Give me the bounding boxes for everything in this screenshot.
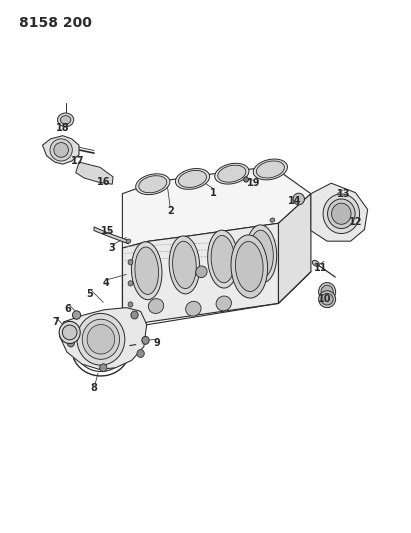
Text: 2: 2 [168,206,174,216]
Ellipse shape [321,285,333,298]
Ellipse shape [59,321,80,343]
Polygon shape [122,223,279,329]
Ellipse shape [196,266,207,278]
Text: 12: 12 [349,217,362,227]
Polygon shape [76,162,113,184]
Ellipse shape [132,242,162,300]
Ellipse shape [215,163,249,184]
Polygon shape [311,183,368,241]
Text: 5: 5 [87,289,93,299]
Ellipse shape [142,336,149,344]
Ellipse shape [54,142,69,157]
Text: 11: 11 [314,263,328,272]
Ellipse shape [126,239,131,244]
Ellipse shape [253,159,287,180]
Ellipse shape [249,230,273,278]
Ellipse shape [319,291,336,308]
Text: 8: 8 [90,383,97,393]
Ellipse shape [62,325,77,340]
Ellipse shape [50,139,72,161]
Polygon shape [279,193,311,303]
Text: 15: 15 [101,226,114,236]
Ellipse shape [148,298,164,313]
Ellipse shape [328,199,355,229]
Text: 13: 13 [337,189,350,199]
Ellipse shape [319,282,336,301]
Ellipse shape [216,296,231,311]
Ellipse shape [72,311,81,319]
Ellipse shape [128,260,133,265]
Text: 10: 10 [319,294,332,304]
Ellipse shape [87,325,115,354]
Ellipse shape [67,339,74,347]
Ellipse shape [332,203,351,224]
Text: 14: 14 [288,196,301,206]
Ellipse shape [137,350,144,358]
Ellipse shape [323,194,360,233]
Text: 8158 200: 8158 200 [19,16,92,30]
Ellipse shape [208,230,238,288]
Ellipse shape [60,116,71,124]
Ellipse shape [236,241,263,292]
Text: 3: 3 [109,243,115,253]
Ellipse shape [128,302,133,307]
Ellipse shape [178,171,207,188]
Ellipse shape [131,311,138,319]
Text: 1: 1 [210,188,217,198]
Text: 19: 19 [247,178,260,188]
Text: 9: 9 [153,338,160,348]
Ellipse shape [270,218,275,222]
Ellipse shape [211,236,235,283]
Ellipse shape [77,313,125,365]
Ellipse shape [169,236,200,294]
Text: 17: 17 [71,156,85,166]
Ellipse shape [58,113,74,127]
Text: 18: 18 [56,123,69,133]
Ellipse shape [218,165,246,182]
Polygon shape [94,227,129,244]
Text: 7: 7 [52,317,59,327]
Text: 6: 6 [64,304,71,314]
Ellipse shape [82,319,120,359]
Ellipse shape [312,261,319,266]
Ellipse shape [136,174,170,195]
Polygon shape [122,166,311,248]
Ellipse shape [139,176,167,193]
Text: 16: 16 [97,177,110,187]
Ellipse shape [321,293,333,305]
Ellipse shape [135,247,159,294]
Ellipse shape [244,177,249,182]
Polygon shape [60,308,147,369]
Ellipse shape [100,364,107,372]
Ellipse shape [231,235,268,298]
Ellipse shape [256,161,284,178]
Ellipse shape [246,225,277,283]
Ellipse shape [186,301,201,316]
Ellipse shape [128,281,133,286]
Ellipse shape [293,193,305,205]
Text: 4: 4 [103,278,110,288]
Ellipse shape [175,168,210,189]
Ellipse shape [173,241,196,288]
Polygon shape [42,136,79,164]
